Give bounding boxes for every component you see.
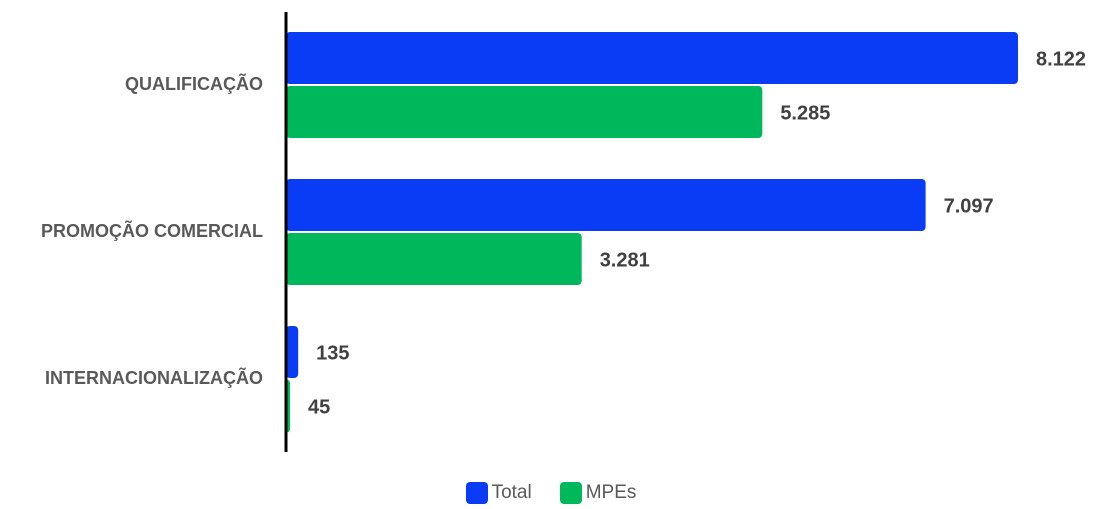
legend: Total MPEs bbox=[0, 482, 1102, 504]
legend-item-total: Total bbox=[465, 482, 532, 504]
value-labels: 8.122 5.285 7.097 3.281 135 45 bbox=[308, 48, 1086, 418]
legend-swatch-total bbox=[465, 482, 488, 504]
data-label: 45 bbox=[308, 396, 330, 418]
category-labels: QUALIFICAÇÃO PROMOÇÃO COMERCIAL INTERNACIO… bbox=[41, 73, 263, 388]
data-label: 8.122 bbox=[1036, 48, 1086, 70]
category-label: PROMOÇÃO COMERCIAL bbox=[41, 220, 263, 241]
data-label: 7.097 bbox=[944, 195, 994, 217]
bar-total bbox=[286, 32, 1018, 84]
data-label: 3.281 bbox=[600, 249, 650, 271]
category-label: INTERNACIONALIZAÇÃO bbox=[45, 367, 263, 388]
category-label: QUALIFICAÇÃO bbox=[125, 73, 263, 94]
legend-label-mpes: MPEs bbox=[585, 482, 637, 503]
data-label: 135 bbox=[316, 342, 349, 364]
bar-mpes bbox=[286, 233, 582, 285]
legend-swatch-mpes bbox=[559, 482, 582, 504]
legend-label-total: Total bbox=[491, 482, 532, 503]
data-label: 5.285 bbox=[780, 102, 830, 124]
bar-mpes bbox=[286, 86, 763, 138]
legend-item-mpes: MPEs bbox=[559, 482, 637, 504]
bar-total bbox=[286, 179, 926, 231]
bar-total bbox=[286, 326, 299, 378]
bars bbox=[286, 32, 1018, 432]
